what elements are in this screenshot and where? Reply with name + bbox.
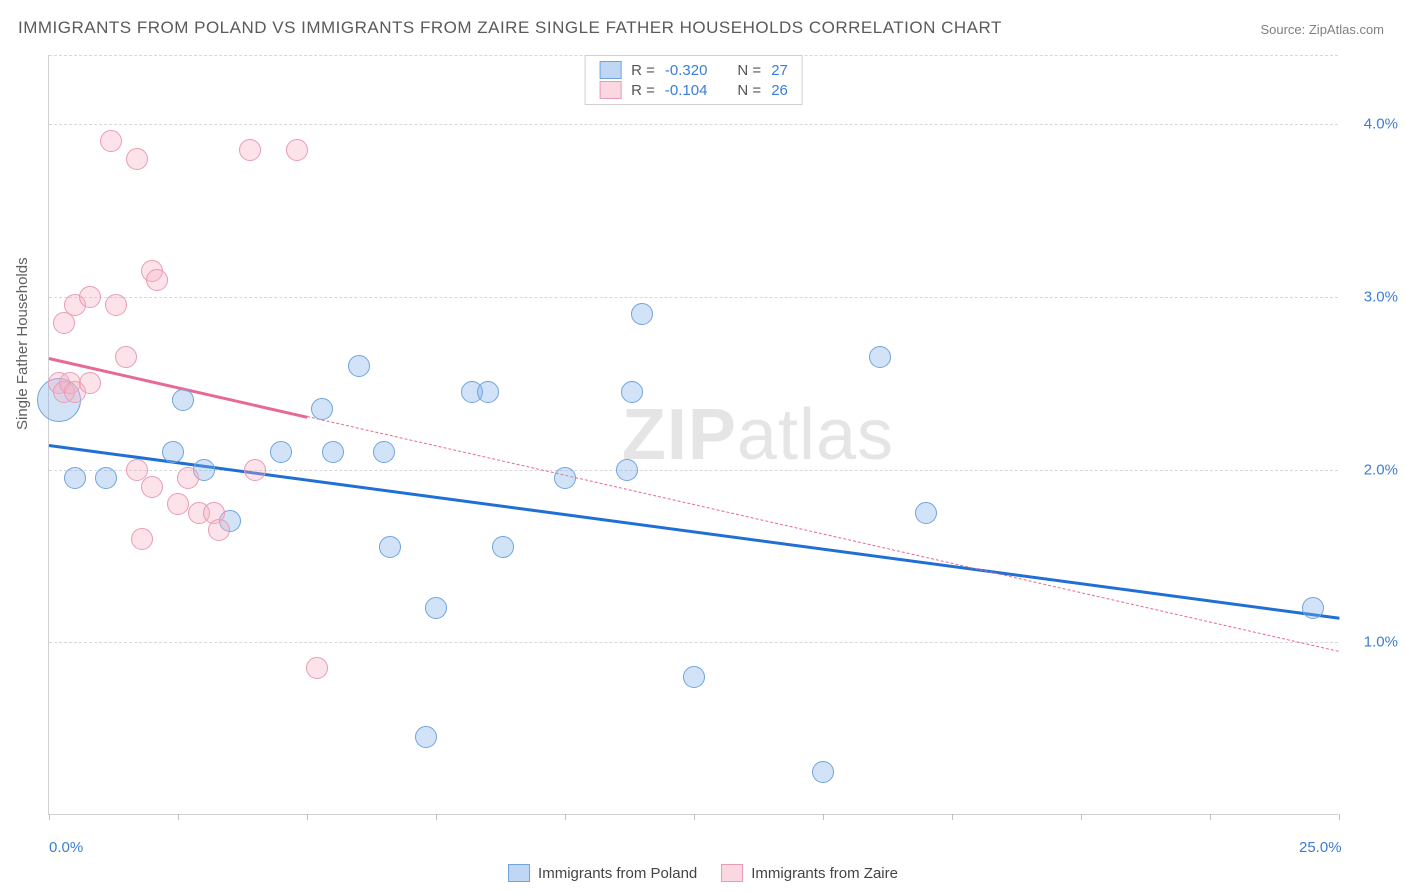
data-point [270,441,292,463]
x-tick [178,814,179,820]
y-axis-label: Single Father Households [14,257,31,430]
r-value: -0.320 [665,62,708,79]
data-point [306,657,328,679]
data-point [379,536,401,558]
data-point [141,476,163,498]
gridline [49,642,1338,643]
swatch-blue-icon [599,61,621,79]
legend-item-poland: Immigrants from Poland [508,864,697,882]
data-point [115,346,137,368]
legend-row-zaire: R = -0.104 N = 26 [599,80,788,100]
data-point [239,139,261,161]
legend-label: Immigrants from Poland [538,865,697,882]
x-tick [49,814,50,820]
data-point [554,467,576,489]
data-point [131,528,153,550]
data-point [95,467,117,489]
data-point [492,536,514,558]
gridline [49,124,1338,125]
x-tick-label: 25.0% [1299,839,1342,856]
x-tick [565,814,566,820]
watermark: ZIPatlas [622,394,894,476]
data-point [373,441,395,463]
x-tick [307,814,308,820]
n-value: 26 [771,82,788,99]
legend-item-zaire: Immigrants from Zaire [721,864,898,882]
legend-label: Immigrants from Zaire [751,865,898,882]
x-tick-label: 0.0% [49,839,83,856]
data-point [172,389,194,411]
data-point [322,441,344,463]
data-point [683,666,705,688]
data-point [64,467,86,489]
x-tick [1081,814,1082,820]
x-tick [1210,814,1211,820]
r-value: -0.104 [665,82,708,99]
data-point [915,502,937,524]
data-point [631,303,653,325]
swatch-pink-icon [599,81,621,99]
data-point [162,441,184,463]
data-point [177,467,199,489]
data-point [621,381,643,403]
data-point [208,519,230,541]
x-tick [1339,814,1340,820]
y-tick-label: 2.0% [1364,461,1398,478]
data-point [477,381,499,403]
legend-row-poland: R = -0.320 N = 27 [599,60,788,80]
swatch-blue-icon [508,864,530,882]
x-tick [694,814,695,820]
n-value: 27 [771,62,788,79]
data-point [286,139,308,161]
r-label: R = [631,62,655,79]
x-tick [436,814,437,820]
data-point [100,130,122,152]
x-tick [952,814,953,820]
y-tick-label: 3.0% [1364,288,1398,305]
series-legend: Immigrants from Poland Immigrants from Z… [508,864,898,882]
n-label: N = [737,82,761,99]
swatch-pink-icon [721,864,743,882]
data-point [415,726,437,748]
source-label: Source: ZipAtlas.com [1260,22,1384,37]
data-point [126,148,148,170]
x-tick [823,814,824,820]
data-point [244,459,266,481]
data-point [146,269,168,291]
chart-title: IMMIGRANTS FROM POLAND VS IMMIGRANTS FRO… [18,18,1002,38]
gridline [49,297,1338,298]
data-point [1302,597,1324,619]
data-point [79,372,101,394]
data-point [869,346,891,368]
y-tick-label: 1.0% [1364,634,1398,651]
plot-area: R = -0.320 N = 27 R = -0.104 N = 26 ZIPa… [48,55,1338,815]
r-label: R = [631,82,655,99]
data-point [348,355,370,377]
data-point [105,294,127,316]
data-point [167,493,189,515]
data-point [812,761,834,783]
n-label: N = [737,62,761,79]
data-point [79,286,101,308]
data-point [425,597,447,619]
correlation-legend: R = -0.320 N = 27 R = -0.104 N = 26 [584,55,803,105]
data-point [616,459,638,481]
y-tick-label: 4.0% [1364,116,1398,133]
regression-line-zaire-dashed [307,416,1339,652]
data-point [311,398,333,420]
